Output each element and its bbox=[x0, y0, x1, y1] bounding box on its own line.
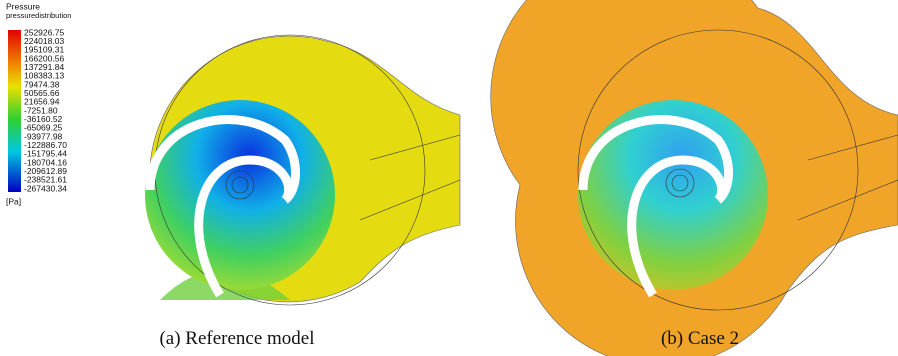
caption: (b) Case 2 bbox=[661, 328, 739, 349]
legend-unit: [Pa] bbox=[6, 196, 21, 206]
figure: Pressure pressuredistribution 252926.752… bbox=[0, 0, 898, 356]
legend-variable: pressuredistribution bbox=[6, 11, 71, 20]
caption: (a) Reference model bbox=[159, 328, 314, 349]
contour-plot bbox=[145, 35, 460, 305]
legend-labels: 252926.75224018.03195109.31166200.561372… bbox=[24, 27, 67, 193]
contour-plot bbox=[491, 0, 898, 356]
colorbar bbox=[8, 30, 21, 192]
legend-label: -267430.34 bbox=[24, 183, 67, 193]
legend-title: Pressure bbox=[6, 1, 40, 11]
